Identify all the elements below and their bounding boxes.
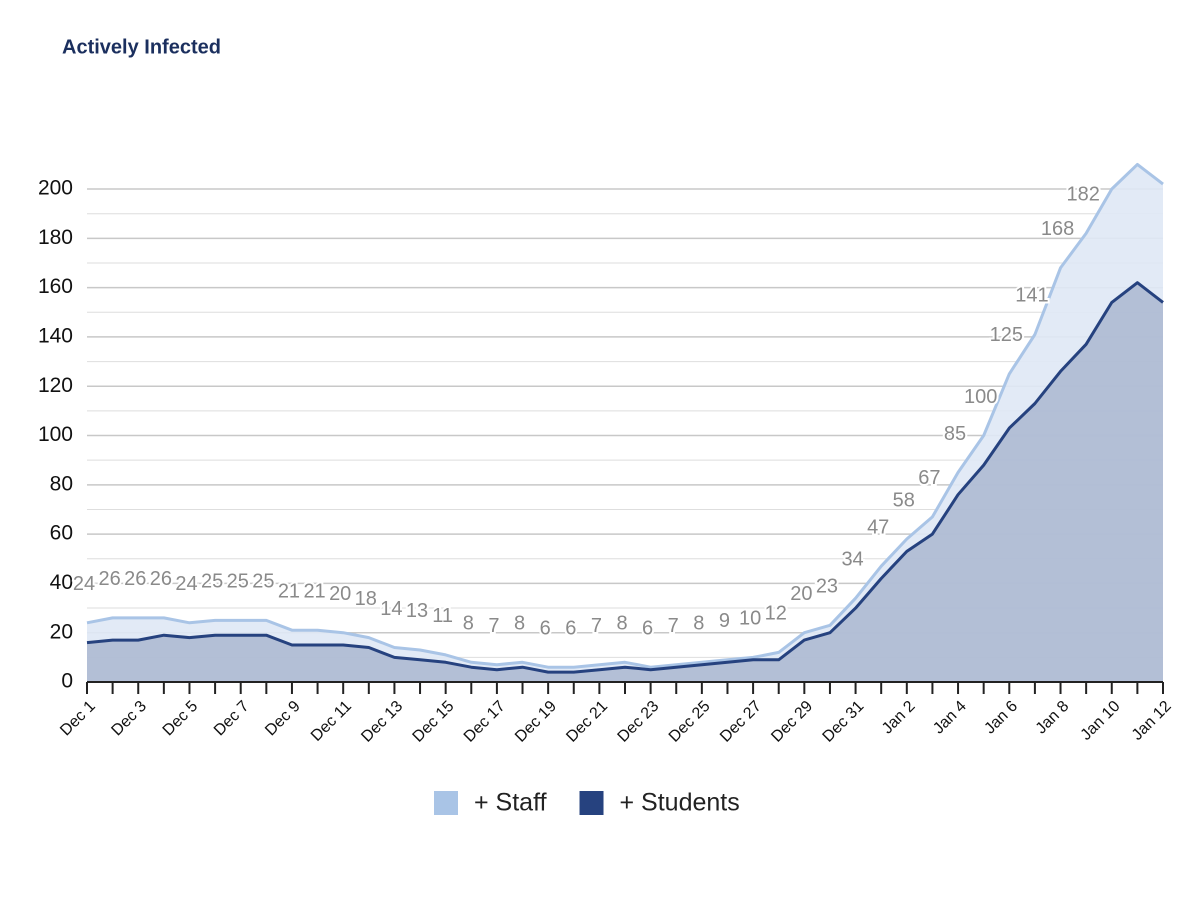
data-label: 34 <box>841 548 863 570</box>
data-label: 8 <box>514 613 525 635</box>
data-label: 25 <box>201 571 223 593</box>
x-tick-label: Dec 31 <box>820 698 868 746</box>
data-label: 23 <box>816 576 838 598</box>
x-tick-label: Dec 27 <box>717 698 765 746</box>
x-tick-label: Jan 10 <box>1078 698 1124 744</box>
data-label: 25 <box>252 571 274 593</box>
data-label: 100 <box>964 386 997 408</box>
y-tick-label: 0 <box>61 670 73 693</box>
data-label: 7 <box>668 615 679 637</box>
grid <box>87 188 1163 683</box>
y-tick-label: 100 <box>38 423 73 446</box>
data-label: 141 <box>1015 285 1048 307</box>
data-label: 7 <box>591 615 602 637</box>
data-label: 11 <box>432 605 453 627</box>
y-tick-label: 120 <box>38 374 73 397</box>
x-tick-label: Dec 29 <box>768 698 816 746</box>
legend: + Staff + Students <box>434 789 740 817</box>
x-tick-label: Jan 8 <box>1033 698 1073 738</box>
legend-label: + Students <box>620 789 740 817</box>
x-tick-label: Dec 21 <box>563 698 611 746</box>
data-label: 21 <box>278 581 300 603</box>
data-label: 10 <box>739 608 761 630</box>
data-label: 26 <box>98 568 120 590</box>
line <box>86 162 1164 669</box>
data-label: 47 <box>867 516 889 538</box>
line <box>86 281 1164 674</box>
x-tick-label: Dec 5 <box>160 698 202 740</box>
data-label: 24 <box>175 573 197 595</box>
y-tick-label: 200 <box>38 177 73 200</box>
x-tick-label: Dec 13 <box>358 698 406 746</box>
x-tick-label: Jan 6 <box>981 698 1021 738</box>
x-tick-label: Dec 9 <box>262 698 304 740</box>
x-tick-label: Jan 4 <box>930 698 970 738</box>
x-tick-label: Dec 11 <box>308 698 355 745</box>
data-label: 182 <box>1066 184 1099 206</box>
chart-title: Actively Infected <box>62 36 221 58</box>
areas <box>86 162 1164 682</box>
data-label: 85 <box>944 423 966 445</box>
data-label: 18 <box>355 588 377 610</box>
data-label: 6 <box>642 617 653 639</box>
x-tick-label: Dec 17 <box>461 698 509 746</box>
x-tick-label: Dec 23 <box>615 698 663 746</box>
y-tick-label: 40 <box>50 571 73 594</box>
x-tick-label: Dec 1 <box>57 698 99 740</box>
data-label: 25 <box>227 571 249 593</box>
data-label: 14 <box>380 598 402 620</box>
data-label: 24 <box>73 573 95 595</box>
y-tick-label: 160 <box>38 275 73 298</box>
legend-swatch <box>434 791 458 815</box>
data-label: 26 <box>150 568 172 590</box>
x-tick-label: Dec 15 <box>410 698 458 746</box>
data-label: 168 <box>1041 218 1074 240</box>
y-tick-label: 180 <box>38 226 73 249</box>
data-label: 20 <box>790 583 812 605</box>
data-label: 8 <box>463 613 474 635</box>
data-label: 67 <box>918 467 940 489</box>
data-label: 21 <box>303 581 325 603</box>
data-label: 7 <box>488 615 499 637</box>
data-label: 9 <box>719 610 730 632</box>
area <box>87 282 1163 682</box>
data-label: 20 <box>329 583 351 605</box>
legend-swatch <box>579 791 604 815</box>
y-tick-label: 140 <box>38 324 73 347</box>
data-label: 26 <box>124 568 146 590</box>
x-tick-label: Dec 25 <box>666 698 714 746</box>
x-tick-label: Dec 19 <box>512 698 560 746</box>
data-label: 12 <box>765 603 787 625</box>
data-label: 6 <box>565 617 576 639</box>
data-label: 8 <box>693 613 704 635</box>
data-label: 13 <box>406 600 428 622</box>
y-tick-label: 80 <box>50 472 73 495</box>
data-labels: 24 26 26 26 24 25 25 25 21 21 20 18 14 13 11 8 7 8 6 6 7 8 6 7 8… <box>71 182 1102 642</box>
y-tick-label: 60 <box>50 522 73 545</box>
x-tick-label: Dec 7 <box>211 698 253 740</box>
x-tick-label: Dec 3 <box>108 698 150 740</box>
data-label: 8 <box>616 613 627 635</box>
x-tick-label: Jan 2 <box>879 698 919 738</box>
data-label: 6 <box>540 617 551 639</box>
data-label: 58 <box>893 489 915 511</box>
legend-label: + Staff <box>474 789 547 817</box>
data-label: 125 <box>990 324 1023 346</box>
y-tick-label: 20 <box>50 620 73 643</box>
x-tick-label: Jan 12 <box>1129 698 1175 744</box>
